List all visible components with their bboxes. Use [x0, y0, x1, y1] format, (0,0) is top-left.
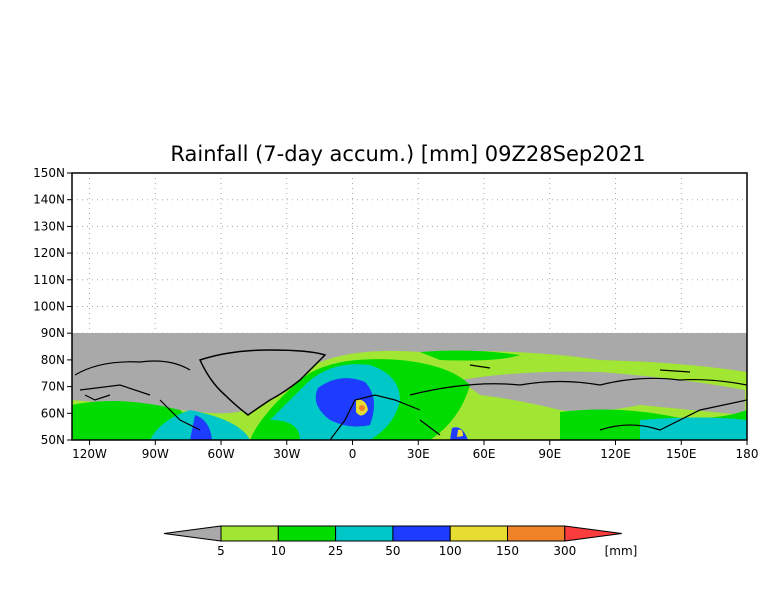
colorbar-level-label: 50: [385, 544, 400, 558]
rain-patch-100-150: [457, 429, 463, 437]
y-tick-label: 110N: [33, 273, 65, 287]
x-tick-label: 30W: [273, 447, 300, 461]
y-tick-label: 60N: [41, 406, 65, 420]
colorbar-swatch: [220, 525, 279, 542]
x-tick-label: 60W: [207, 447, 234, 461]
colorbar-swatch: [335, 525, 394, 542]
y-tick-label: 130N: [33, 219, 65, 233]
colorbar-level-label: 150: [496, 544, 519, 558]
y-tick-label: 80N: [41, 353, 65, 367]
colorbar-swatch: [392, 525, 451, 542]
colorbar-below-triangle: [163, 525, 222, 542]
x-tick-label: 90E: [538, 447, 561, 461]
colorbar-level-label: 10: [271, 544, 286, 558]
x-tick-label: 90W: [142, 447, 169, 461]
y-tick-label: 70N: [41, 380, 65, 394]
colorbar-legend: 5 10 25 50 100 150 300 [mm]: [163, 525, 638, 558]
rainfall-field: [72, 333, 747, 440]
x-tick-label: 30E: [407, 447, 430, 461]
colorbar-swatch: [507, 525, 566, 542]
y-tick-label: 140N: [33, 193, 65, 207]
x-tick-label: 180: [736, 447, 759, 461]
rain-patch-50-100: [190, 415, 212, 440]
y-tick-label: 50N: [41, 433, 65, 447]
x-tick-label: 60E: [473, 447, 496, 461]
y-tick-label: 150N: [33, 166, 65, 180]
colorbar-level-label: 100: [439, 544, 462, 558]
y-tick-label: 90N: [41, 326, 65, 340]
colorbar-above-triangle: [564, 525, 622, 542]
y-tick-label: 100N: [33, 300, 65, 314]
y-tick-label: 120N: [33, 246, 65, 260]
x-tick-label: 0: [349, 447, 357, 461]
colorbar-swatch: [449, 525, 509, 542]
rain-patch-25-50: [640, 417, 747, 440]
y-axis: 150N 140N 130N 120N 110N 100N 90N 80N 70N 60N 50N: [33, 166, 72, 447]
dry-region: [460, 371, 745, 415]
colorbar-swatch: [277, 525, 337, 542]
colorbar-level-label: 300: [553, 544, 576, 558]
colorbar-level-label: 5: [217, 544, 225, 558]
x-axis: 120W 90W 60W 30W 0 30E 60E 90E 120E 150E 180: [72, 440, 758, 461]
rain-patch-150-300: [359, 405, 365, 411]
x-tick-label: 120E: [600, 447, 631, 461]
colorbar-unit-label: [mm]: [605, 544, 638, 558]
rain-patch-10-25: [420, 350, 520, 361]
chart-title: Rainfall (7-day accum.) [mm] 09Z28Sep202…: [170, 142, 645, 166]
greenland-coastline: [198, 349, 327, 416]
x-tick-label: 120W: [72, 447, 107, 461]
colorbar-level-label: 25: [328, 544, 343, 558]
x-tick-label: 150E: [666, 447, 697, 461]
dry-region: [72, 335, 330, 360]
coastlines: [74, 360, 747, 440]
